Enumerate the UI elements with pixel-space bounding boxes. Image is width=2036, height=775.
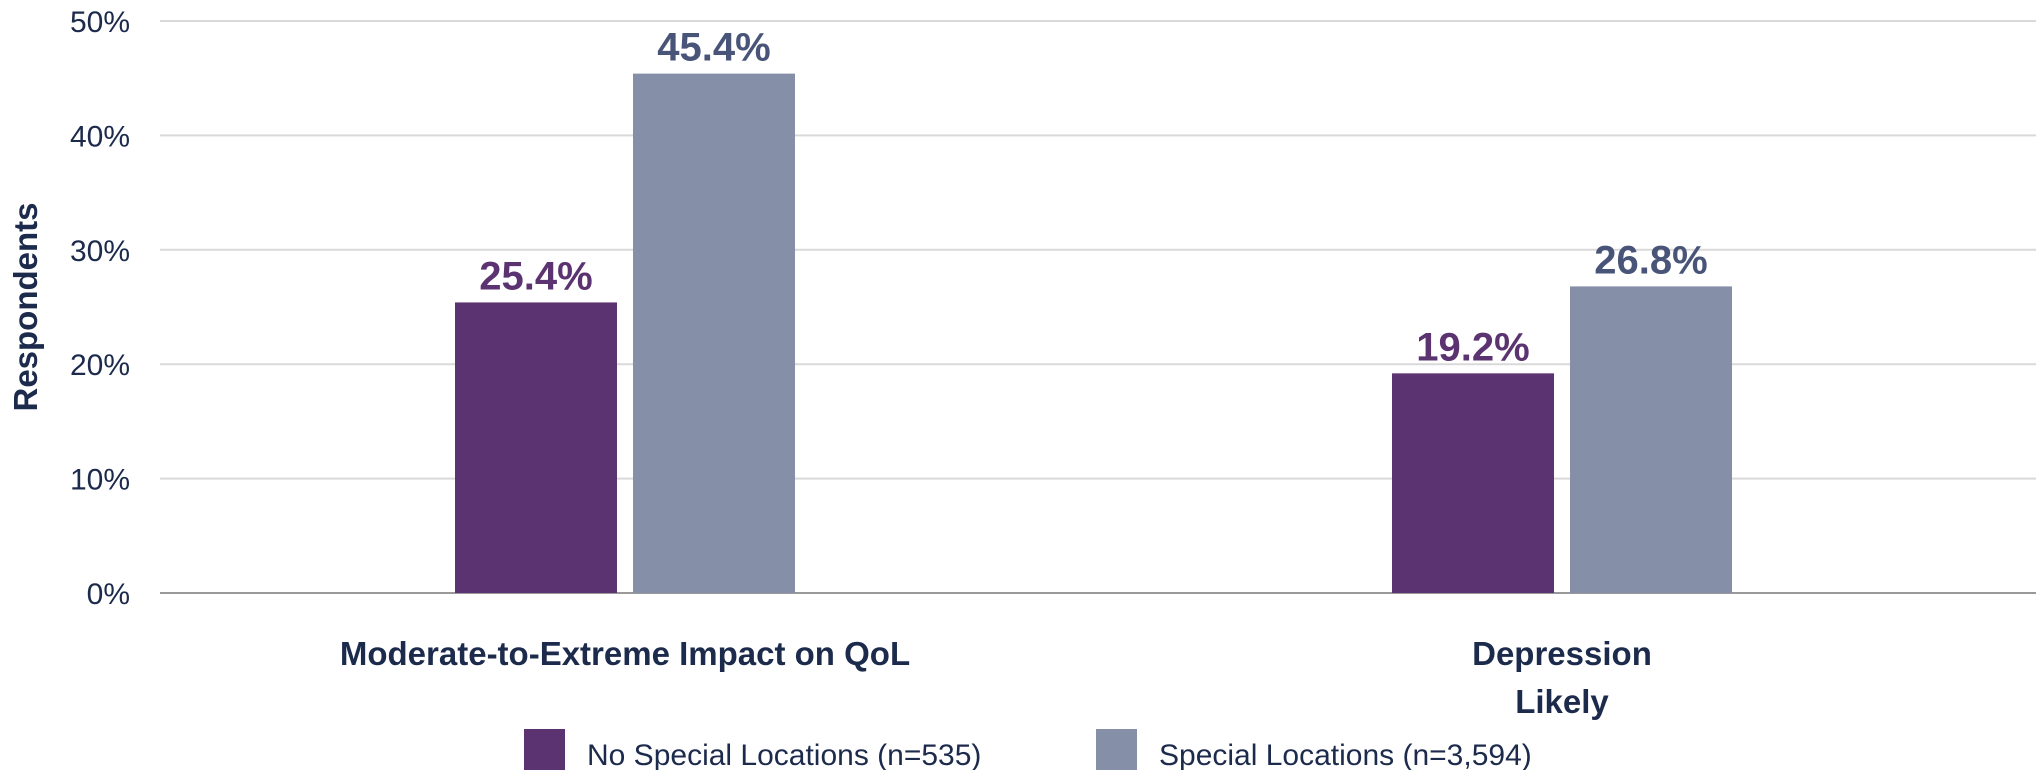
- legend-swatch: [524, 729, 565, 770]
- legend-label: No Special Locations (n=535): [587, 739, 981, 770]
- x-category-label: Likely: [1515, 683, 1609, 720]
- bar-value-label: 25.4%: [479, 254, 592, 298]
- bar: [633, 73, 795, 593]
- bar-value-label: 19.2%: [1416, 325, 1529, 369]
- x-category-label: Depression: [1472, 635, 1652, 672]
- legend-swatch: [1096, 729, 1137, 770]
- y-tick-label: 50%: [70, 6, 130, 39]
- legend-label: Special Locations (n=3,594): [1159, 739, 1532, 770]
- bar: [1570, 286, 1732, 593]
- y-tick-label: 10%: [70, 464, 130, 497]
- bar: [1392, 373, 1554, 593]
- bar-value-label: 26.8%: [1594, 238, 1707, 282]
- y-tick-label: 0%: [87, 578, 130, 611]
- y-tick-label: 30%: [70, 235, 130, 268]
- x-category-label: Moderate-to-Extreme Impact on QoL: [340, 635, 910, 672]
- bar: [455, 302, 617, 593]
- y-axis-title: Respondents: [7, 202, 44, 411]
- y-tick-label: 20%: [70, 349, 130, 382]
- bar-value-label: 45.4%: [657, 26, 770, 70]
- y-tick-label: 40%: [70, 120, 130, 153]
